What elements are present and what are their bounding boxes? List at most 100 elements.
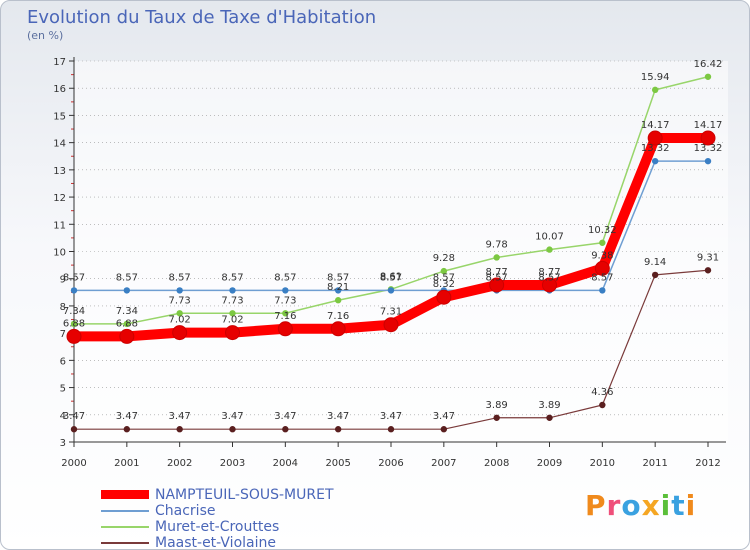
data-point: [651, 157, 659, 165]
data-point: [176, 426, 183, 433]
data-label: 8.57: [486, 272, 508, 283]
data-point: [70, 287, 78, 294]
data-label: 15.94: [641, 72, 670, 83]
data-label: 7.16: [327, 311, 349, 322]
series-nampteuil-sous-muret: [66, 130, 716, 344]
data-label: 8.57: [169, 272, 191, 283]
y-tick-label: 8: [60, 302, 66, 313]
data-point: [123, 426, 131, 433]
data-point: [387, 287, 395, 294]
x-tick-label: 2003: [220, 458, 245, 469]
data-label: 14.17: [641, 120, 670, 131]
y-tick-label: 5: [60, 384, 66, 395]
data-label: 7.31: [380, 307, 402, 318]
data-point: [489, 277, 505, 293]
data-label: 8.57: [538, 272, 560, 283]
y-tick-label: 9: [60, 275, 66, 286]
data-point: [436, 289, 452, 305]
data-label: 7.16: [274, 311, 296, 322]
data-point: [176, 287, 183, 294]
data-label: 9.78: [486, 239, 508, 250]
data-label: 8.32: [433, 279, 455, 290]
x-tick-label: 2006: [378, 458, 403, 469]
data-point: [599, 401, 606, 409]
data-point: [70, 426, 78, 433]
data-label: 3.47: [221, 411, 243, 422]
data-point: [542, 277, 557, 293]
data-point: [119, 328, 135, 344]
data-point: [383, 317, 399, 333]
legend-swatch: [101, 510, 149, 512]
plot-area: [74, 61, 728, 442]
data-point: [704, 73, 712, 80]
data-point: [704, 157, 712, 165]
logo-letter: i: [660, 489, 672, 522]
x-tick-label: 2009: [537, 458, 562, 469]
logo-letter: r: [606, 489, 622, 522]
chart-subtitle: (en %): [27, 29, 64, 42]
data-point: [546, 414, 553, 421]
data-point: [493, 254, 500, 261]
data-point: [330, 321, 346, 337]
data-label: 3.47: [63, 411, 85, 422]
data-point: [334, 426, 342, 433]
data-label: 7.73: [221, 295, 243, 306]
data-label: 8.57: [591, 272, 613, 283]
y-tick-label: 13: [53, 166, 66, 177]
data-point: [70, 320, 78, 328]
data-label: 3.89: [538, 400, 560, 411]
data-label: 8.77: [486, 267, 508, 278]
data-point: [700, 130, 716, 146]
data-point: [647, 130, 663, 146]
y-tick-label: 14: [53, 139, 66, 150]
y-tick-label: 7: [60, 329, 66, 340]
y-tick-label: 16: [53, 84, 66, 95]
data-point: [123, 287, 131, 294]
y-tick-label: 17: [53, 57, 66, 68]
data-label: 7.02: [221, 315, 243, 326]
x-tick-label: 2008: [484, 458, 509, 469]
data-label: 10.32: [588, 225, 617, 236]
data-label: 7.73: [169, 295, 191, 306]
data-point: [229, 287, 236, 294]
legend-swatch: [101, 526, 149, 528]
data-point: [282, 426, 289, 433]
proxiti-logo: Proxiti: [585, 489, 696, 522]
logo-letter: o: [621, 489, 642, 522]
data-label: 6.88: [116, 318, 138, 329]
data-point: [704, 267, 712, 274]
data-point: [599, 287, 606, 294]
x-tick-label: 2002: [167, 458, 192, 469]
data-label: 9.14: [644, 257, 666, 268]
data-point: [651, 271, 659, 279]
data-point: [282, 310, 289, 317]
data-point: [440, 267, 448, 275]
data-label: 13.32: [641, 143, 670, 154]
data-point: [334, 297, 342, 304]
data-label: 7.73: [274, 295, 296, 306]
data-label: 8.57: [327, 272, 349, 283]
data-label: 9.28: [433, 253, 455, 264]
y-tick-label: 6: [60, 356, 66, 367]
data-label: 9.38: [591, 250, 613, 261]
data-point: [229, 310, 236, 317]
x-tick-label: 2007: [431, 458, 456, 469]
legend-swatch: [101, 490, 149, 499]
x-tick-label: 2012: [695, 458, 720, 469]
data-point: [440, 426, 448, 433]
data-label: 3.47: [380, 411, 402, 422]
logo-letter: x: [641, 489, 661, 522]
x-tick-label: 2004: [273, 458, 298, 469]
logo-letter: i: [685, 489, 697, 522]
data-label: 8.77: [538, 267, 560, 278]
x-tick-label: 2010: [590, 458, 615, 469]
series-chacrise: [70, 157, 712, 294]
data-label: 8.61: [380, 271, 402, 282]
data-point: [651, 86, 659, 94]
data-label: 7.34: [63, 306, 85, 317]
x-tick-label: 2001: [114, 458, 139, 469]
data-label: 16.42: [694, 59, 723, 70]
data-label: 9.31: [697, 252, 719, 263]
y-tick-label: 3: [60, 438, 66, 449]
